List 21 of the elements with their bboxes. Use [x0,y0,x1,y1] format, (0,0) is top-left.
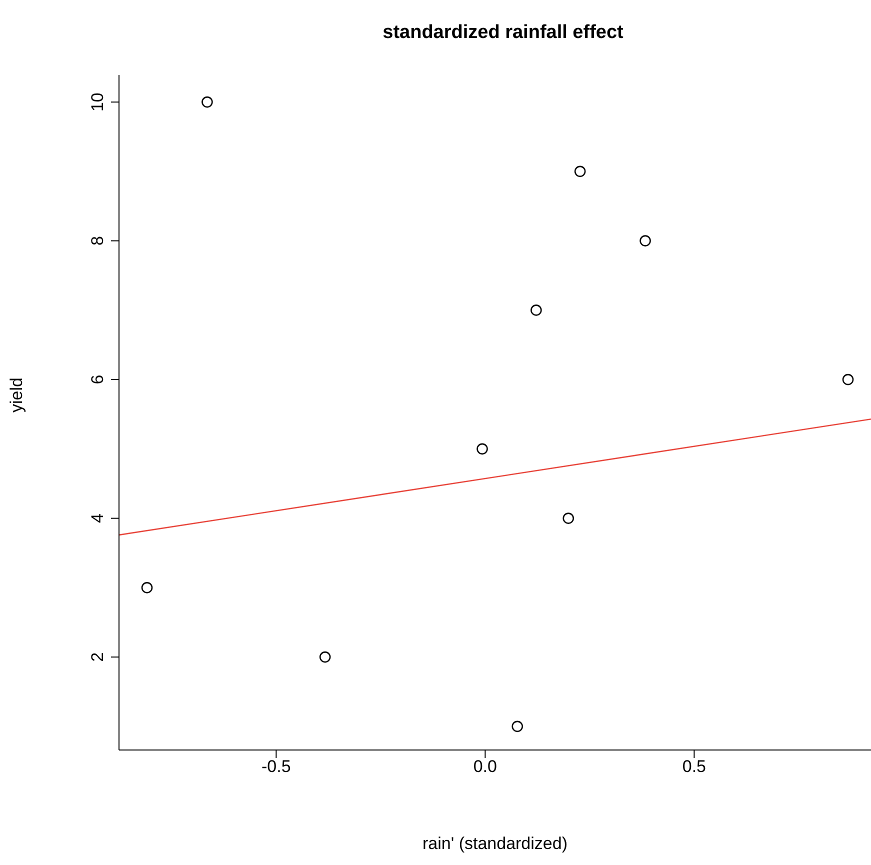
point [640,235,651,246]
x-tick-label: 0.5 [682,757,706,776]
point [574,166,586,178]
point [842,374,854,386]
y-tick-label: 2 [88,652,107,662]
point [512,720,524,732]
y-tick-label: 6 [88,374,107,384]
point [141,582,153,594]
y-tick-label: 10 [88,92,107,112]
y-tick-label: 4 [88,514,107,524]
x-axis-title: rain' (standardized) [422,834,568,853]
chart-title: standardized rainfall effect [382,22,624,44]
x-tick-label: -0.5 [262,757,291,776]
point [202,96,213,108]
y-tick-label: 8 [88,236,107,246]
point [530,304,542,316]
point [562,512,574,524]
x-tick-label: 0.0 [473,757,497,776]
point [476,443,488,455]
y-axis-title: yield [7,378,26,412]
point [319,651,331,663]
